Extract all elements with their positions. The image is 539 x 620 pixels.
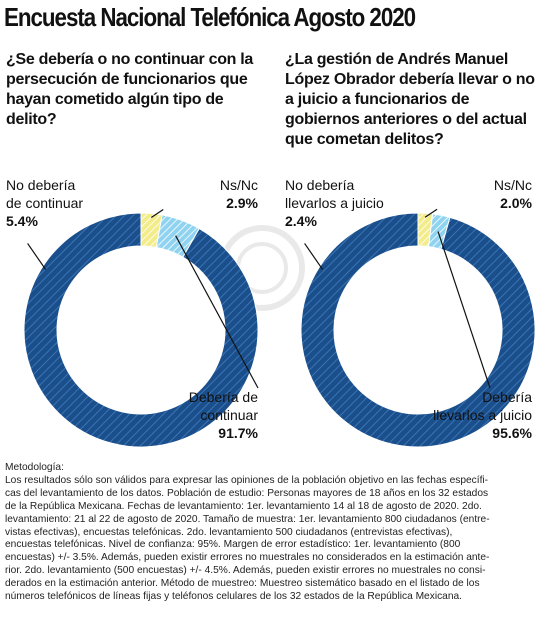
page-title: Encuesta Nacional Telefónica Agosto 2020 — [4, 2, 416, 32]
chart-1-no-value: 5.4% — [6, 213, 38, 229]
chart-1-ns-leader — [150, 208, 164, 218]
chart-2-slice-yes — [300, 212, 536, 448]
chart-2-no-leader — [304, 243, 324, 270]
chart-1-yes-value: 91.7% — [218, 425, 258, 441]
chart-2-yes-leader — [437, 231, 491, 389]
chart-2-ns-value: 2.0% — [500, 195, 532, 211]
leader-lines — [27, 208, 491, 389]
chart-1-no-leader — [27, 243, 47, 270]
chart-1-question: ¿Se debería o no continuar con la persec… — [6, 51, 254, 128]
methodology-heading: Metodología: — [5, 462, 64, 473]
chart-2-no-label: No debería llevarlos a juicio 2.4% — [285, 177, 384, 229]
chart-1-yes-leader — [175, 235, 259, 389]
chart-2-yes-label: Debería llevarlos a juicio 95.6% — [433, 389, 532, 441]
chart-2-yes-value: 95.6% — [492, 425, 532, 441]
donut-chart-2 — [300, 212, 536, 448]
chart-1-ns-value: 2.9% — [226, 195, 258, 211]
chart-1-slice-yes — [23, 212, 259, 448]
chart-1-no-label: No debería de continuar 5.4% — [6, 177, 84, 229]
chart-1-yes-label: Debería de continuar 91.7% — [188, 389, 258, 441]
chart-2-question: ¿La gestión de Andrés Manuel López Obrad… — [285, 51, 535, 148]
chart-2-ns-leader — [424, 208, 438, 218]
chart-1-ns-label: Ns/Nc 2.9% — [219, 177, 258, 211]
methodology-note: Metodología: Los resultados sólo son vál… — [5, 462, 535, 604]
chart-2-ns-label: Ns/Nc 2.0% — [493, 177, 532, 211]
donut-chart-1 — [23, 212, 259, 448]
donut-charts — [23, 208, 536, 448]
chart-2-no-value: 2.4% — [285, 213, 317, 229]
